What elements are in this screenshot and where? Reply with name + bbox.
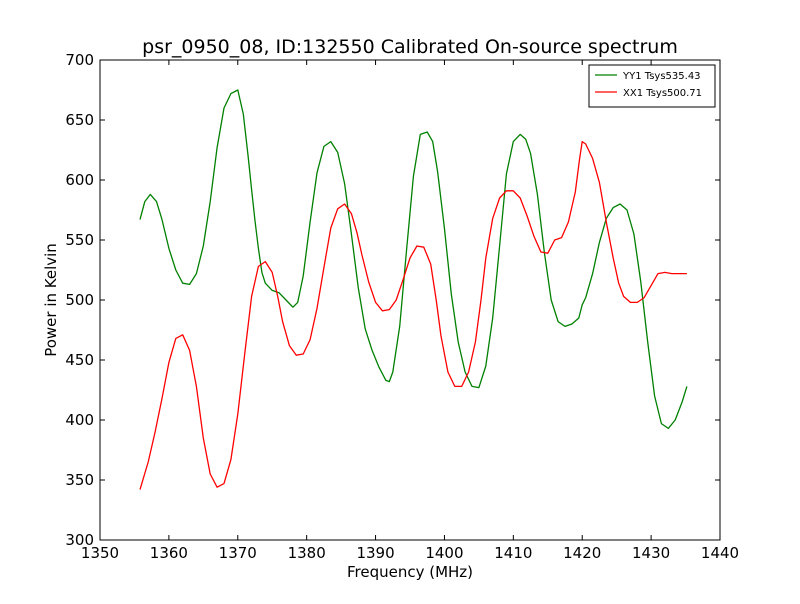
x-tick-label-2: 1370	[219, 544, 257, 562]
x-tick-label-7: 1420	[563, 544, 601, 562]
y-tick-label-8: 700	[65, 51, 94, 69]
x-tick-label-3: 1380	[288, 544, 326, 562]
x-tick-label-5: 1400	[425, 544, 463, 562]
series-line-0	[139, 89, 688, 430]
y-axis: 300 350 400 450 500 550 600 650 700	[65, 51, 720, 549]
x-tick-label-9: 1440	[701, 544, 739, 562]
legend-entry-0: YY1 Tsys535.43	[622, 71, 701, 82]
y-tick-label-2: 400	[65, 411, 94, 429]
x-tick-label-1: 1360	[150, 544, 188, 562]
legend-entry-1: XX1 Tsys500.71	[623, 88, 702, 99]
x-axis-label: Frequency (MHz)	[347, 563, 473, 581]
x-tick-label-0: 1350	[81, 544, 119, 562]
x-tick-label-8: 1430	[632, 544, 670, 562]
y-tick-label-7: 650	[65, 111, 94, 129]
x-tick-label-4: 1390	[356, 544, 394, 562]
y-tick-label-0: 300	[65, 531, 94, 549]
y-tick-label-6: 600	[65, 171, 94, 189]
y-tick-label-3: 450	[65, 351, 94, 369]
series-layer	[139, 89, 688, 490]
x-tick-label-6: 1410	[494, 544, 532, 562]
y-tick-label-5: 550	[65, 231, 94, 249]
y-axis-label: Power in Kelvin	[42, 243, 60, 357]
y-tick-label-1: 350	[65, 471, 94, 489]
legend-box	[588, 64, 716, 108]
series-line-1	[139, 140, 687, 490]
x-axis: 1350 1360 1370 1380 1390 1400 1410 1420 1430 1440	[81, 60, 739, 562]
legend: YY1 Tsys535.43 XX1 Tsys500.71	[588, 64, 716, 108]
chart-title: psr_0950_08, ID:132550 Calibrated On-sou…	[142, 36, 678, 58]
y-tick-label-4: 500	[65, 291, 94, 309]
